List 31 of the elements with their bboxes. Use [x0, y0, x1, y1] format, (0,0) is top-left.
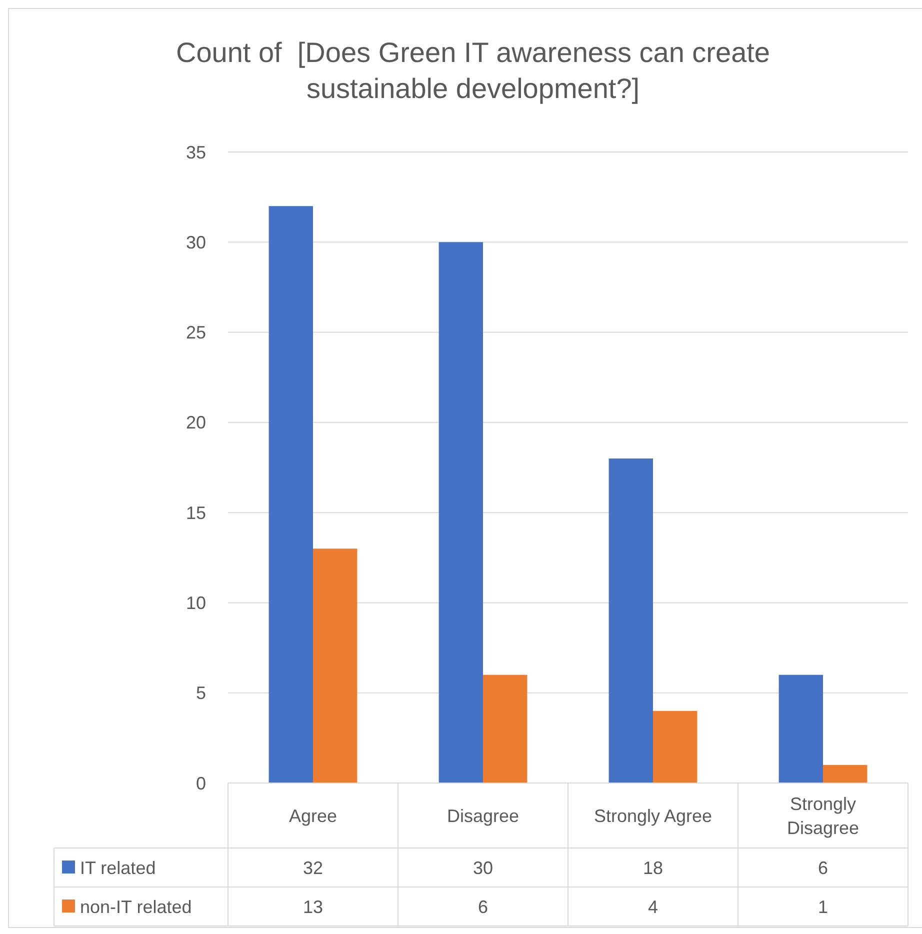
y-tick-label: 20 [186, 412, 206, 433]
y-tick-label: 35 [186, 142, 206, 162]
y-tick-label: 5 [196, 683, 206, 704]
bar [653, 710, 698, 783]
x-tick-label: Strongly Agree [594, 806, 712, 826]
data-label: 13 [302, 896, 324, 917]
data-label: 6 [478, 896, 488, 917]
bar [823, 764, 868, 783]
y-tick-label: 15 [186, 502, 206, 523]
y-tick-label: 10 [186, 593, 206, 614]
bar [608, 458, 653, 783]
chart-title: Count of [Does Green IT awareness can create sustainable development?] [176, 37, 770, 104]
y-tick-label: 0 [196, 773, 206, 794]
data-label: 30 [472, 858, 494, 878]
x-tick-label: Strongly Disagree [786, 794, 860, 838]
data-label: 32 [302, 858, 324, 878]
legend-label: IT related [80, 858, 156, 878]
x-tick-label: Agree [288, 806, 338, 826]
y-tick-label: 30 [186, 232, 206, 252]
data-label: 18 [642, 858, 664, 878]
data-label: 4 [648, 896, 658, 917]
y-tick-label: 25 [186, 322, 206, 343]
data-label: 6 [818, 858, 828, 878]
bar [483, 674, 528, 783]
data-label: 1 [818, 896, 828, 917]
bar [438, 242, 483, 783]
legend-label: non-IT related [80, 896, 192, 917]
bar [313, 548, 358, 783]
bar [268, 206, 313, 783]
x-tick-label: Disagree [446, 806, 520, 826]
bar [778, 674, 823, 783]
